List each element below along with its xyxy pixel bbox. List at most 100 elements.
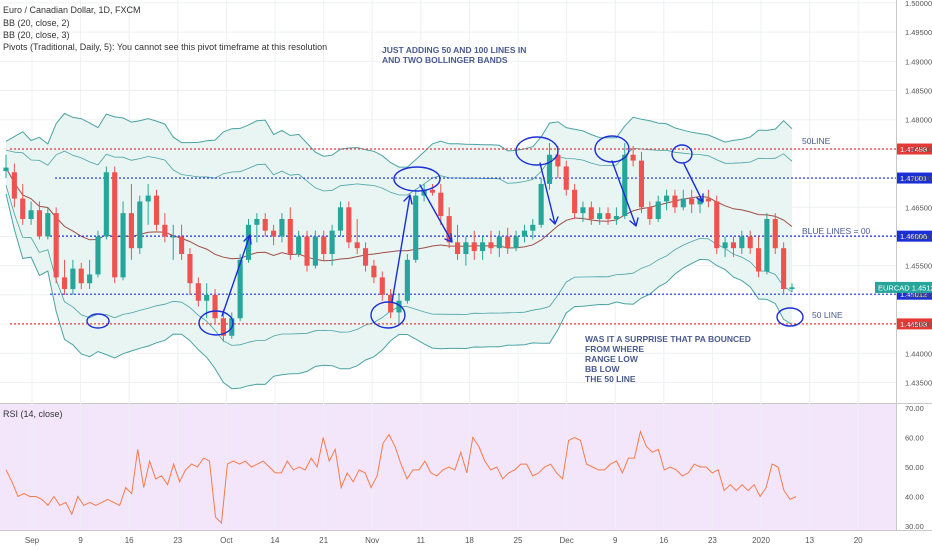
price-tick-label: 1.46500 <box>905 203 932 212</box>
rsi-line <box>5 429 797 525</box>
label-50line-bottom: 50 LINE <box>812 310 843 320</box>
candle-body <box>413 195 419 260</box>
candle-body <box>245 224 252 260</box>
time-tick-label: Sep <box>25 536 40 545</box>
candle-body <box>287 218 293 255</box>
candle-body <box>789 287 795 290</box>
label-blue-lines: BLUE LINES = 00 <box>802 226 871 236</box>
price-tick-label: 1.49500 <box>905 28 932 37</box>
indicator-bb-3[interactable]: BB (20, close, 3) <box>3 30 70 40</box>
time-tick-label: 16 <box>659 536 668 545</box>
candle-body <box>296 236 302 255</box>
last-price-tag <box>875 281 932 293</box>
candle-body <box>304 236 310 266</box>
candle-body <box>362 248 369 266</box>
circle-dec-peak <box>671 144 693 164</box>
candle-body <box>722 242 728 249</box>
candle-body <box>404 259 410 301</box>
candle-body <box>162 224 168 237</box>
rsi-label[interactable]: RSI (14, close) <box>3 409 63 419</box>
candles <box>3 143 795 342</box>
time-tick-label: 9 <box>613 536 618 545</box>
candle-body <box>764 218 770 272</box>
candle-body <box>613 216 619 219</box>
circle-oct-low <box>198 310 234 336</box>
candle-body <box>388 294 394 313</box>
candle-body <box>204 294 210 301</box>
candle-body <box>755 248 762 272</box>
note-bottom-line-4: BB LOW <box>585 364 620 374</box>
candle-body <box>488 242 494 249</box>
indicator-pivots[interactable]: Pivots (Traditional, Daily, 5): You cann… <box>3 42 328 52</box>
candle-body <box>61 277 68 290</box>
time-tick-label: 23 <box>173 536 182 545</box>
candle-body <box>588 207 594 219</box>
arrow-nov-fall <box>539 162 559 225</box>
candle-body <box>705 198 711 202</box>
level-tag <box>897 288 932 300</box>
time-tick-label: 11 <box>417 536 426 545</box>
candle-body <box>781 248 787 290</box>
candle-body <box>672 195 678 208</box>
candle-body <box>195 283 201 301</box>
indicator-bb-2[interactable]: BB (20, close, 2) <box>3 18 70 28</box>
candle-body <box>212 294 218 319</box>
rsi-tick-label: 60.00 <box>905 434 924 443</box>
candle-body <box>36 210 43 237</box>
candle-body <box>480 242 486 252</box>
candle-body <box>28 210 34 219</box>
price-tick-label: 1.48000 <box>905 116 932 125</box>
candle-body <box>513 236 519 249</box>
candle-body <box>78 268 84 284</box>
candle-body <box>697 198 703 205</box>
candle-body <box>3 167 9 172</box>
price-tick-label: 1.44000 <box>905 349 932 358</box>
rsi-tick-label: 70.00 <box>905 404 924 413</box>
rsi-tick-label: 30.00 <box>905 522 924 531</box>
circle-jan-low <box>776 307 804 327</box>
candle-body <box>237 259 243 319</box>
hand-drawn-annotations <box>86 135 804 336</box>
price-axis[interactable]: 1.50000 1.49500 1.49000 1.48500 1.48000 1.475… <box>905 0 932 531</box>
candle-body <box>262 218 268 231</box>
time-tick-label: Oct <box>220 536 233 545</box>
band-basis-line <box>5 167 793 262</box>
time-tick-label: 14 <box>271 536 280 545</box>
candle-body <box>689 198 695 205</box>
candle-body <box>555 154 561 167</box>
candle-body <box>605 213 611 219</box>
band-outer-line <box>5 193 793 390</box>
candle-body <box>279 218 285 237</box>
candle-body <box>137 201 143 249</box>
note-bottom-line-1: WAS IT A SURPRISE THAT PA BOUNCED <box>585 334 751 344</box>
candle-body <box>714 201 720 249</box>
candle-body <box>103 172 109 237</box>
candle-body <box>179 236 185 255</box>
time-tick-label: 13 <box>805 536 814 545</box>
rsi-tick-label: 50.00 <box>905 463 924 472</box>
note-top-line-2: AND TWO BOLLINGER BANDS <box>382 55 508 65</box>
candle-body <box>321 236 327 255</box>
candle-body <box>597 213 603 219</box>
candle-body <box>45 213 51 237</box>
level-tag <box>897 230 932 242</box>
note-bottom: WAS IT A SURPRISE THAT PA BOUNCED FROM WH… <box>585 334 751 384</box>
price-tick-label: 1.43500 <box>905 378 932 387</box>
candle-body <box>153 195 160 225</box>
candle-body <box>371 265 377 278</box>
candle-body <box>772 218 778 249</box>
candle-body <box>521 230 527 237</box>
note-bottom-line-2: FROM WHERE <box>585 344 645 354</box>
candle-body <box>128 213 134 249</box>
circle-aug-low <box>86 313 110 329</box>
candle-body <box>647 207 653 219</box>
level-tag <box>897 172 932 184</box>
rsi-tick-label: 40.00 <box>905 493 924 502</box>
note-bottom-line-3: RANGE LOW <box>585 354 638 364</box>
time-axis[interactable]: Sep 9 16 23 Oct 14 21 Nov 11 18 25 Dec 9 16 23 2020 13 20 <box>25 536 863 545</box>
candle-body <box>87 274 93 284</box>
arrow-oct-up <box>221 234 252 317</box>
candle-body <box>538 183 544 225</box>
time-tick-label: 25 <box>514 536 523 545</box>
